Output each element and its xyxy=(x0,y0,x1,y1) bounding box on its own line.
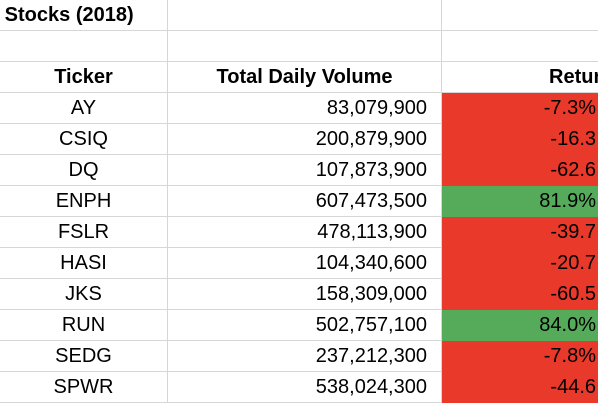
cell-ticker[interactable]: HASI xyxy=(0,248,168,279)
header-return: Retur xyxy=(549,66,598,88)
table-row: CSIQ 200,879,900 -16.3 xyxy=(0,124,598,155)
cell-total-daily-volume[interactable]: 107,873,900 xyxy=(168,155,442,186)
cell-return[interactable]: 84.0% xyxy=(442,310,598,341)
cell-total-daily-volume[interactable]: 158,309,000 xyxy=(168,279,442,310)
cell-empty[interactable] xyxy=(442,31,598,62)
cell-return[interactable]: -16.3 xyxy=(442,124,598,155)
table-row: HASI 104,340,600 -20.7 xyxy=(0,248,598,279)
cell-return[interactable]: -7.8% xyxy=(442,341,598,372)
table-row: FSLR 478,113,900 -39.7 xyxy=(0,217,598,248)
cell-return[interactable]: -44.6 xyxy=(442,372,598,403)
cell-total-daily-volume[interactable]: 538,024,300 xyxy=(168,372,442,403)
cell-return[interactable]: -60.5 xyxy=(442,279,598,310)
cell-empty[interactable] xyxy=(442,0,598,31)
cell-title[interactable]: ll Stocks (2018) xyxy=(0,0,168,31)
cell-ticker[interactable]: ENPH xyxy=(0,186,168,217)
sheet-title: ll Stocks (2018) xyxy=(0,4,134,26)
cell-total-daily-volume[interactable]: 83,079,900 xyxy=(168,93,442,124)
cell-total-daily-volume[interactable]: 237,212,300 xyxy=(168,341,442,372)
cell-total-daily-volume[interactable]: 478,113,900 xyxy=(168,217,442,248)
sheet-row-title: ll Stocks (2018) xyxy=(0,0,598,31)
cell-total-daily-volume[interactable]: 104,340,600 xyxy=(168,248,442,279)
sheet-row-header: Ticker Total Daily Volume Retur xyxy=(0,62,598,93)
cell-total-daily-volume[interactable]: 502,757,100 xyxy=(168,310,442,341)
cell-empty[interactable] xyxy=(0,31,168,62)
cell-return[interactable]: -62.6 xyxy=(442,155,598,186)
cell-ticker[interactable]: RUN xyxy=(0,310,168,341)
table-row: DQ 107,873,900 -62.6 xyxy=(0,155,598,186)
cell-total-daily-volume[interactable]: 200,879,900 xyxy=(168,124,442,155)
header-return-cell[interactable]: Retur xyxy=(442,62,598,93)
cell-ticker[interactable]: DQ xyxy=(0,155,168,186)
cell-empty[interactable] xyxy=(168,31,442,62)
cell-ticker[interactable]: SEDG xyxy=(0,341,168,372)
cell-ticker[interactable]: SPWR xyxy=(0,372,168,403)
cell-ticker[interactable]: FSLR xyxy=(0,217,168,248)
table-row: RUN 502,757,100 84.0% xyxy=(0,310,598,341)
cell-empty[interactable] xyxy=(168,0,442,31)
cell-ticker[interactable]: AY xyxy=(0,93,168,124)
cell-total-daily-volume[interactable]: 607,473,500 xyxy=(168,186,442,217)
table-row: SEDG 237,212,300 -7.8% xyxy=(0,341,598,372)
table-row: JKS 158,309,000 -60.5 xyxy=(0,279,598,310)
table-row: ENPH 607,473,500 81.9% xyxy=(0,186,598,217)
header-ticker[interactable]: Ticker xyxy=(0,62,168,93)
cell-return[interactable]: -20.7 xyxy=(442,248,598,279)
table-row: SPWR 538,024,300 -44.6 xyxy=(0,372,598,403)
cell-return[interactable]: -7.3% xyxy=(442,93,598,124)
header-total-daily-volume[interactable]: Total Daily Volume xyxy=(168,62,442,93)
table-row: AY 83,079,900 -7.3% xyxy=(0,93,598,124)
cell-return[interactable]: -39.7 xyxy=(442,217,598,248)
sheet-row-empty xyxy=(0,31,598,62)
cell-ticker[interactable]: CSIQ xyxy=(0,124,168,155)
cell-return[interactable]: 81.9% xyxy=(442,186,598,217)
cell-ticker[interactable]: JKS xyxy=(0,279,168,310)
